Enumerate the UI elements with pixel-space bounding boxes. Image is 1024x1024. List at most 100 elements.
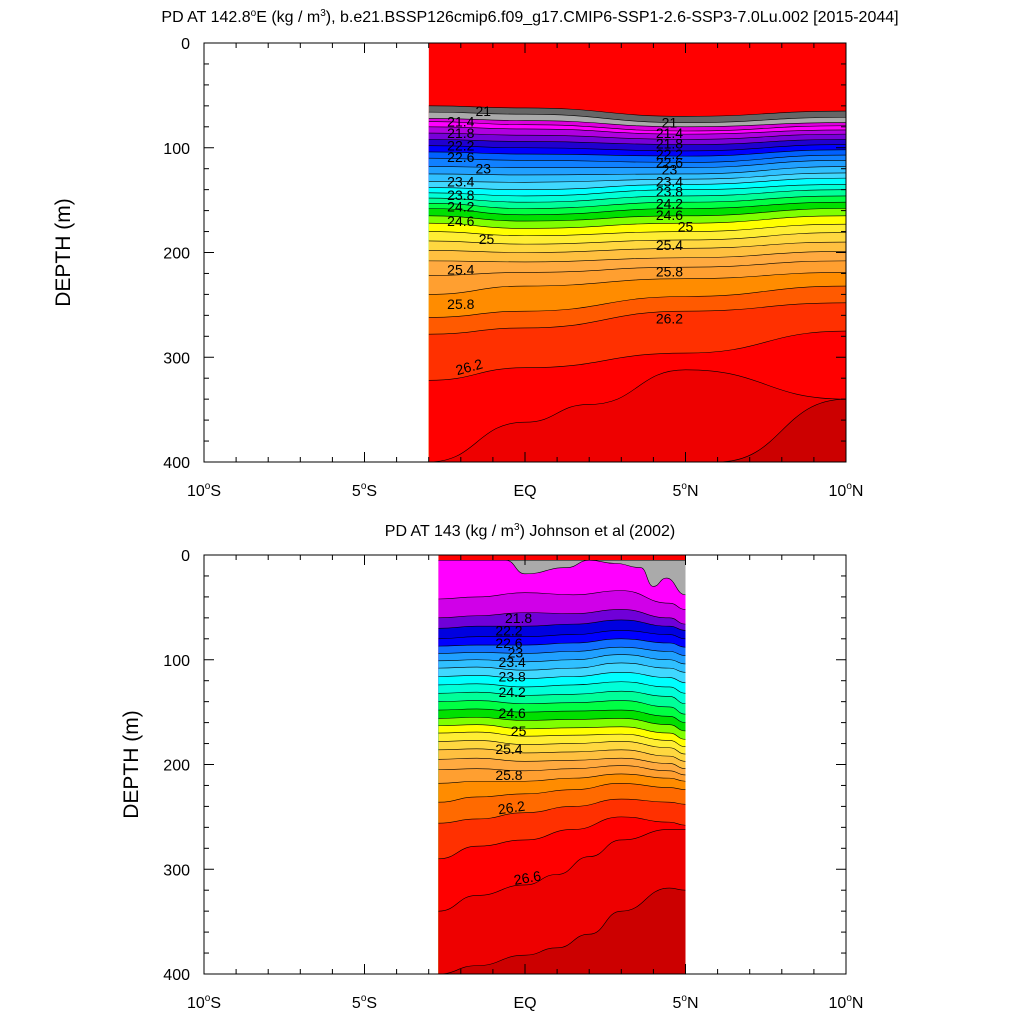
- contour-line-21-8: [428, 132, 846, 140]
- contour-line-24-4: [438, 724, 686, 740]
- contour-line-26-6: [438, 887, 686, 974]
- contour-line-26-4: [438, 829, 686, 912]
- contour-line-23-6: [428, 184, 846, 197]
- y-tick-label: 100: [163, 141, 190, 158]
- contour-field: 2121.421.822.222.62323.423.824.224.62525…: [428, 43, 846, 462]
- contour-label: 25: [678, 218, 694, 234]
- contour-line-23-4: [428, 177, 846, 190]
- contour-line-22-6: [438, 646, 686, 656]
- contour-line-23-6: [438, 690, 686, 705]
- contour-line-24-8: [438, 740, 686, 755]
- contour-label: 24.6: [499, 705, 526, 721]
- contour-line-21-4: [428, 121, 846, 132]
- contour-line-26-8: [717, 398, 846, 462]
- x-tick-label: 5oS: [352, 481, 377, 500]
- contour-line-24-2: [438, 717, 686, 732]
- contour-label: 24.6: [447, 213, 474, 229]
- contour-label: 23: [475, 161, 491, 177]
- contour-line-24: [428, 195, 846, 209]
- contour-label: 22.6: [656, 154, 683, 170]
- contour-label: 25.8: [495, 767, 522, 783]
- chart-title: PD AT 143 (kg / m3) Johnson et al (2002): [385, 522, 675, 540]
- chart-title: PD AT 142.8oE (kg / m3), b.e21.BSSP126cm…: [161, 8, 898, 26]
- contour-line-23-2: [428, 172, 846, 183]
- contour-line-22-8: [438, 654, 686, 665]
- contour-line-21-6: [428, 126, 846, 135]
- contour-label: 24.2: [656, 195, 683, 211]
- contour-line-24-6: [438, 731, 686, 747]
- contour-label: 22.2: [656, 146, 683, 162]
- y-tick-label: 300: [163, 350, 190, 367]
- contour-line-23-8: [438, 700, 686, 715]
- contour-label: 23.8: [656, 184, 683, 200]
- x-tick-label: EQ: [513, 483, 536, 500]
- contour-line-25-4: [438, 765, 686, 776]
- y-tick-label: 300: [163, 862, 190, 879]
- y-tick-label: 400: [163, 967, 190, 984]
- contour-label: 25.4: [495, 741, 522, 757]
- contour-line-24: [438, 708, 686, 723]
- contour-label: 21.8: [656, 136, 683, 152]
- y-axis-label: DEPTH (m): [52, 198, 75, 307]
- contour-line-23-4: [438, 681, 686, 694]
- x-tick-label: 10oN: [829, 993, 864, 1012]
- x-tick-label: 5oN: [672, 481, 698, 500]
- contour-line-24-4: [428, 208, 846, 222]
- contour-line-26-2: [428, 302, 846, 335]
- x-tick-label: 5oN: [672, 993, 698, 1012]
- contour-line-23-2: [438, 672, 686, 684]
- contour-line-25-8: [438, 783, 686, 803]
- y-axis-label: DEPTH (m): [120, 710, 143, 819]
- contour-label: 21: [662, 115, 678, 131]
- contour-line-21-8: [438, 609, 686, 625]
- x-tick-label: 10oN: [829, 481, 864, 500]
- contour-label: 26.6: [513, 867, 543, 888]
- contour-line-26: [438, 798, 686, 824]
- contour-label: 21.8: [505, 610, 532, 626]
- contour-line-22-2: [438, 630, 686, 640]
- contour-label: 25.8: [656, 263, 683, 279]
- contour-line-22-2: [428, 144, 846, 152]
- contour-label: 23.4: [447, 173, 474, 189]
- contour-line-22-6: [428, 154, 846, 163]
- contour-line-21: [428, 111, 846, 123]
- contour-label: 22.2: [447, 138, 474, 154]
- y-tick-label: 0: [181, 36, 190, 53]
- contour-label: 23.8: [447, 187, 474, 203]
- contour-line-20-8: [428, 105, 846, 117]
- contour-line-21-2: [428, 118, 846, 128]
- contour-band-26-6: [428, 369, 846, 462]
- contour-line-21-6: [438, 590, 686, 610]
- contour-label: 26.2: [497, 798, 526, 818]
- contour-label: 23.4: [499, 654, 526, 670]
- contour-line-21-4: [438, 559, 686, 596]
- x-tick-label: 10oS: [187, 481, 221, 500]
- contour-line-24-8: [428, 223, 846, 237]
- contour-label: 24.6: [656, 207, 683, 223]
- contour-label: 21.4: [447, 114, 474, 130]
- contour-line-23-8: [428, 189, 846, 203]
- x-tick-label: 10oS: [187, 993, 221, 1012]
- contour-label: 23.8: [499, 669, 526, 685]
- x-tick-label: EQ: [513, 995, 536, 1012]
- y-tick-label: 400: [163, 455, 190, 472]
- contour-label: 21.4: [656, 125, 683, 141]
- contour-line-26-4: [428, 330, 846, 381]
- contour-label: 23: [662, 162, 678, 178]
- contour-line-25: [438, 748, 686, 762]
- contour-line-25-2: [438, 757, 686, 769]
- contour-line-25-2: [428, 241, 846, 253]
- contour-label: 26.2: [656, 310, 683, 326]
- contour-line-23: [428, 166, 846, 176]
- contour-line-25: [428, 232, 846, 245]
- x-tick-label: 5oS: [352, 993, 377, 1012]
- contour-label: 25.4: [447, 261, 474, 277]
- contour-label: 25.8: [447, 296, 474, 312]
- contour-line-25-4: [428, 251, 846, 263]
- contour-label: 21: [475, 103, 491, 119]
- y-tick-label: 0: [181, 548, 190, 565]
- contour-label: 25: [479, 231, 495, 247]
